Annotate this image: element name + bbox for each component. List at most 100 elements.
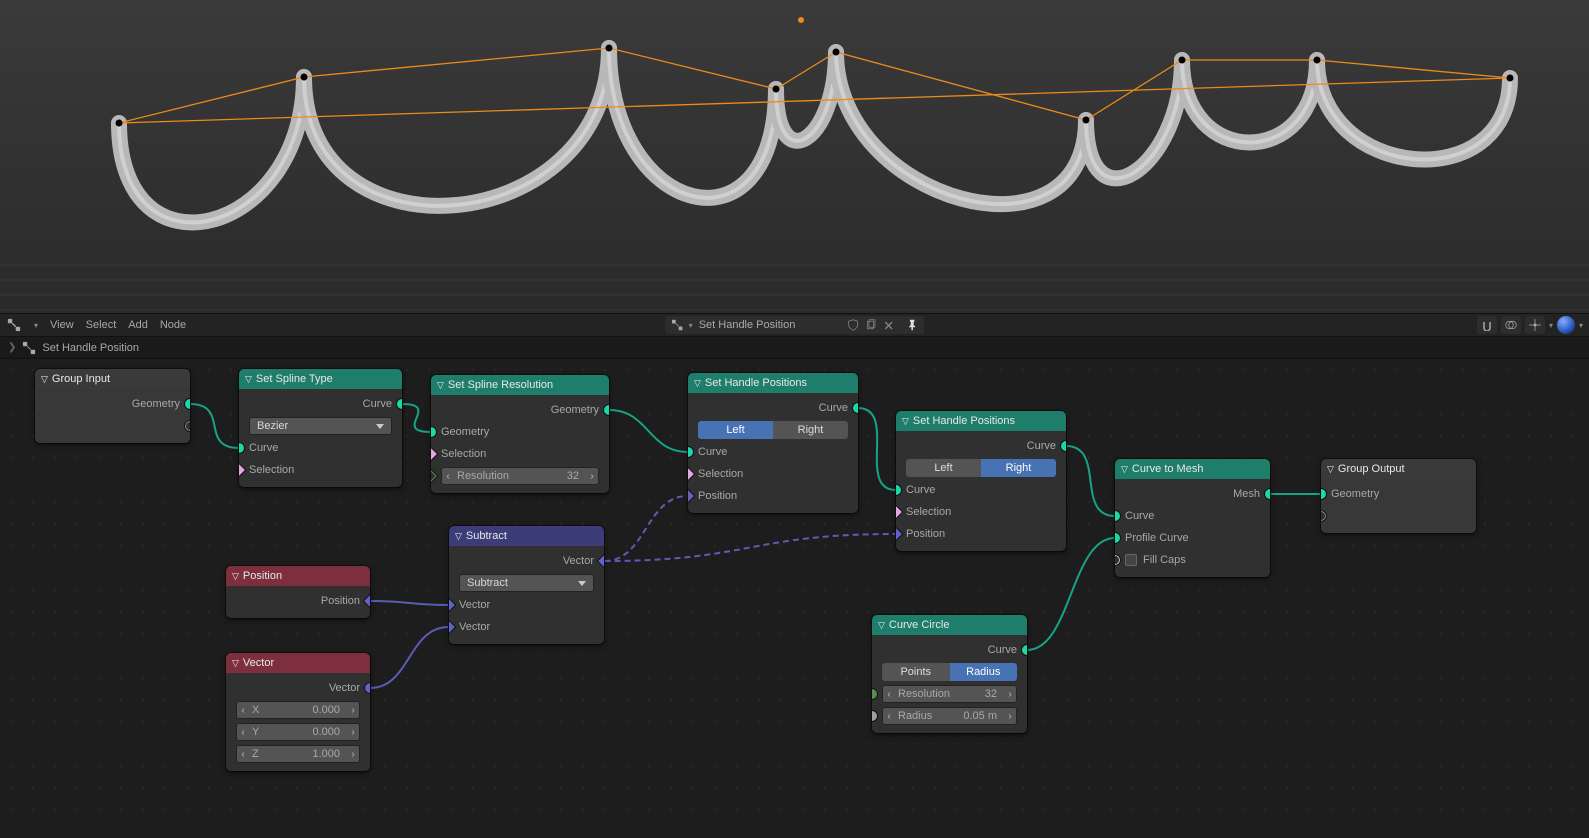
node-header[interactable]: ▽Group Input (35, 369, 190, 389)
field-z[interactable]: ‹Z1.000› (236, 745, 360, 763)
btn-radius[interactable]: Radius (950, 663, 1018, 681)
field-resolution[interactable]: ‹Resolution32› (441, 467, 599, 485)
socket-position-in[interactable] (688, 490, 694, 503)
socket-label: Geometry (441, 426, 489, 438)
node-set-handle-positions-left[interactable]: ▽Set Handle Positions Curve Left Right C… (688, 373, 858, 513)
socket-label: Position (698, 490, 737, 502)
socket-resolution-in[interactable] (431, 470, 437, 483)
node-header[interactable]: ▽Curve to Mesh (1115, 459, 1270, 479)
node-header[interactable]: ▽Curve Circle (872, 615, 1027, 635)
viewport-3d[interactable] (0, 0, 1589, 313)
node-title: Group Input (52, 373, 110, 385)
snap-toggle[interactable] (1477, 316, 1497, 334)
node-group-output[interactable]: ▽Group Output Geometry (1321, 459, 1476, 533)
node-vector[interactable]: ▽Vector Vector ‹X0.000› ‹Y0.000› ‹Z1.000… (226, 653, 370, 771)
socket-selection-in[interactable] (896, 506, 902, 519)
socket-geometry-out[interactable] (185, 399, 190, 409)
socket-curve-in[interactable] (688, 447, 693, 457)
node-header[interactable]: ▽Set Handle Positions (896, 411, 1066, 431)
node-editor-canvas[interactable]: ▽Group Input Geometry ▽Set Spline Type C… (0, 359, 1589, 838)
node-header[interactable]: ▽Vector (226, 653, 370, 673)
field-x[interactable]: ‹X0.000› (236, 701, 360, 719)
menu-view[interactable]: View (50, 319, 74, 331)
socket-vector-a-in[interactable] (449, 599, 455, 612)
breadcrumb-label[interactable]: Set Handle Position (42, 342, 139, 354)
field-radius[interactable]: ‹Radius0.05 m› (882, 707, 1017, 725)
node-header[interactable]: ▽Group Output (1321, 459, 1476, 479)
checkbox-fill-caps[interactable] (1125, 554, 1137, 566)
socket-label: Curve (1125, 510, 1154, 522)
toggle-mode[interactable]: Points Radius (882, 663, 1017, 681)
menu-node[interactable]: Node (160, 319, 186, 331)
node-header[interactable]: ▽Set Spline Resolution (431, 375, 609, 395)
node-header[interactable]: ▽Set Spline Type (239, 369, 402, 389)
socket-selection-in[interactable] (688, 468, 694, 481)
node-title: Group Output (1338, 463, 1405, 475)
socket-label: Position (321, 595, 360, 607)
socket-resolution-in[interactable] (872, 689, 877, 699)
socket-label: Position (906, 528, 945, 540)
socket-vector-b-in[interactable] (449, 621, 455, 634)
btn-left[interactable]: Left (906, 459, 981, 477)
dropdown-operation[interactable]: Subtract (459, 574, 594, 592)
socket-curve-out[interactable] (397, 399, 402, 409)
field-resolution[interactable]: ‹Resolution32› (882, 685, 1017, 703)
field-y[interactable]: ‹Y0.000› (236, 723, 360, 741)
socket-radius-in[interactable] (872, 711, 877, 721)
socket-virtual-in[interactable] (1321, 511, 1326, 521)
socket-curve-out[interactable] (853, 403, 858, 413)
editor-type-icon[interactable] (6, 317, 22, 333)
node-set-spline-type[interactable]: ▽Set Spline Type Curve Bezier Curve Sele… (239, 369, 402, 487)
node-curve-to-mesh[interactable]: ▽Curve to Mesh Mesh Curve Profile Curve … (1115, 459, 1270, 577)
copy-icon[interactable] (865, 319, 877, 331)
socket-virtual-out[interactable] (185, 421, 190, 431)
socket-mesh-out[interactable] (1265, 489, 1270, 499)
socket-geometry-out[interactable] (604, 405, 609, 415)
dropdown-spline-type[interactable]: Bezier (249, 417, 392, 435)
menu-select[interactable]: Select (86, 319, 117, 331)
socket-label: Curve (249, 442, 278, 454)
node-header[interactable]: ▽Set Handle Positions (688, 373, 858, 393)
socket-label: Curve (819, 402, 848, 414)
socket-geometry-in[interactable] (1321, 489, 1326, 499)
header-node-path[interactable]: ▾ Set Handle Position (665, 316, 925, 334)
socket-curve-out[interactable] (1061, 441, 1066, 451)
close-icon[interactable] (883, 320, 894, 331)
socket-curve-in[interactable] (239, 443, 244, 453)
node-position[interactable]: ▽Position Position (226, 566, 370, 618)
menu-add[interactable]: Add (128, 319, 148, 331)
pin-icon[interactable] (906, 319, 918, 331)
btn-right[interactable]: Right (981, 459, 1056, 477)
shield-icon[interactable] (847, 319, 859, 331)
btn-points[interactable]: Points (882, 663, 950, 681)
node-group-input[interactable]: ▽Group Input Geometry (35, 369, 190, 443)
node-set-spline-resolution[interactable]: ▽Set Spline Resolution Geometry Geometry… (431, 375, 609, 493)
socket-position-in[interactable] (896, 528, 902, 541)
pivot-button[interactable] (1525, 316, 1545, 334)
socket-curve-in[interactable] (1115, 511, 1120, 521)
socket-curve-in[interactable] (896, 485, 901, 495)
socket-position-out[interactable] (364, 595, 370, 608)
socket-geometry-in[interactable] (431, 427, 436, 437)
socket-fill-caps-in[interactable] (1115, 555, 1120, 565)
socket-vector-out[interactable] (365, 683, 370, 693)
btn-right[interactable]: Right (773, 421, 848, 439)
node-set-handle-positions-right[interactable]: ▽Set Handle Positions Curve Left Right C… (896, 411, 1066, 551)
toggle-left-right[interactable]: Left Right (698, 421, 848, 439)
socket-vector-out[interactable] (598, 555, 604, 568)
socket-selection-in[interactable] (431, 448, 437, 461)
toggle-left-right[interactable]: Left Right (906, 459, 1056, 477)
socket-curve-out[interactable] (1022, 645, 1027, 655)
socket-profile-in[interactable] (1115, 533, 1120, 543)
btn-left[interactable]: Left (698, 421, 773, 439)
overlay-toggle[interactable] (1501, 316, 1521, 334)
header-node-label: Set Handle Position (699, 319, 796, 331)
node-vector-subtract[interactable]: ▽Subtract Vector Subtract Vector Vector (449, 526, 604, 644)
shading-ball[interactable] (1557, 316, 1575, 334)
node-curve-circle[interactable]: ▽Curve Circle Curve Points Radius ‹Resol… (872, 615, 1027, 733)
node-header[interactable]: ▽Subtract (449, 526, 604, 546)
node-header[interactable]: ▽Position (226, 566, 370, 586)
chevron-right-icon[interactable]: ❯ (8, 342, 16, 353)
editor-type-chevron[interactable]: ▾ (34, 321, 38, 330)
socket-selection-in[interactable] (239, 464, 245, 477)
